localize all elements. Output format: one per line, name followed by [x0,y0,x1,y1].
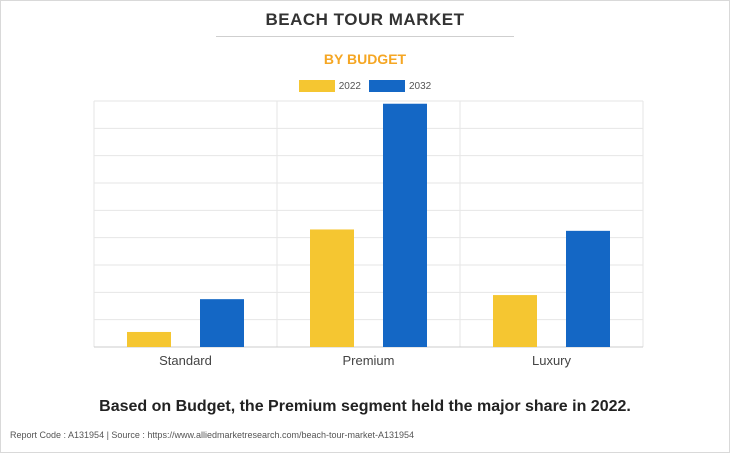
bar-standard-2032 [200,299,244,347]
legend-label-2022: 2022 [338,80,361,92]
title-divider [216,36,514,37]
chart-legend: 2022 2032 [0,80,730,92]
legend-swatch-2032 [369,80,405,92]
bar-luxury-2022 [493,295,537,347]
chart-title: BEACH TOUR MARKET [265,10,465,29]
legend-item-2022: 2022 [298,80,361,92]
bar-premium-2032 [383,103,427,347]
legend-label-2032: 2032 [409,80,432,92]
bar-luxury-2032 [566,230,610,347]
chart-footnote: Based on Budget, the Premium segment hel… [99,398,631,415]
legend-swatch-2022 [298,80,335,92]
report-source-line: Report Code : A131954 | Source : https:/… [10,430,415,440]
x-tick-label-luxury: Luxury [532,353,572,368]
x-tick-label-premium: Premium [342,353,394,368]
bar-standard-2022 [127,331,171,347]
chart-subtitle: BY BUDGET [323,51,407,67]
legend-item-2032: 2032 [369,80,431,92]
bar-premium-2022 [310,229,354,347]
x-tick-label-standard: Standard [159,353,212,368]
